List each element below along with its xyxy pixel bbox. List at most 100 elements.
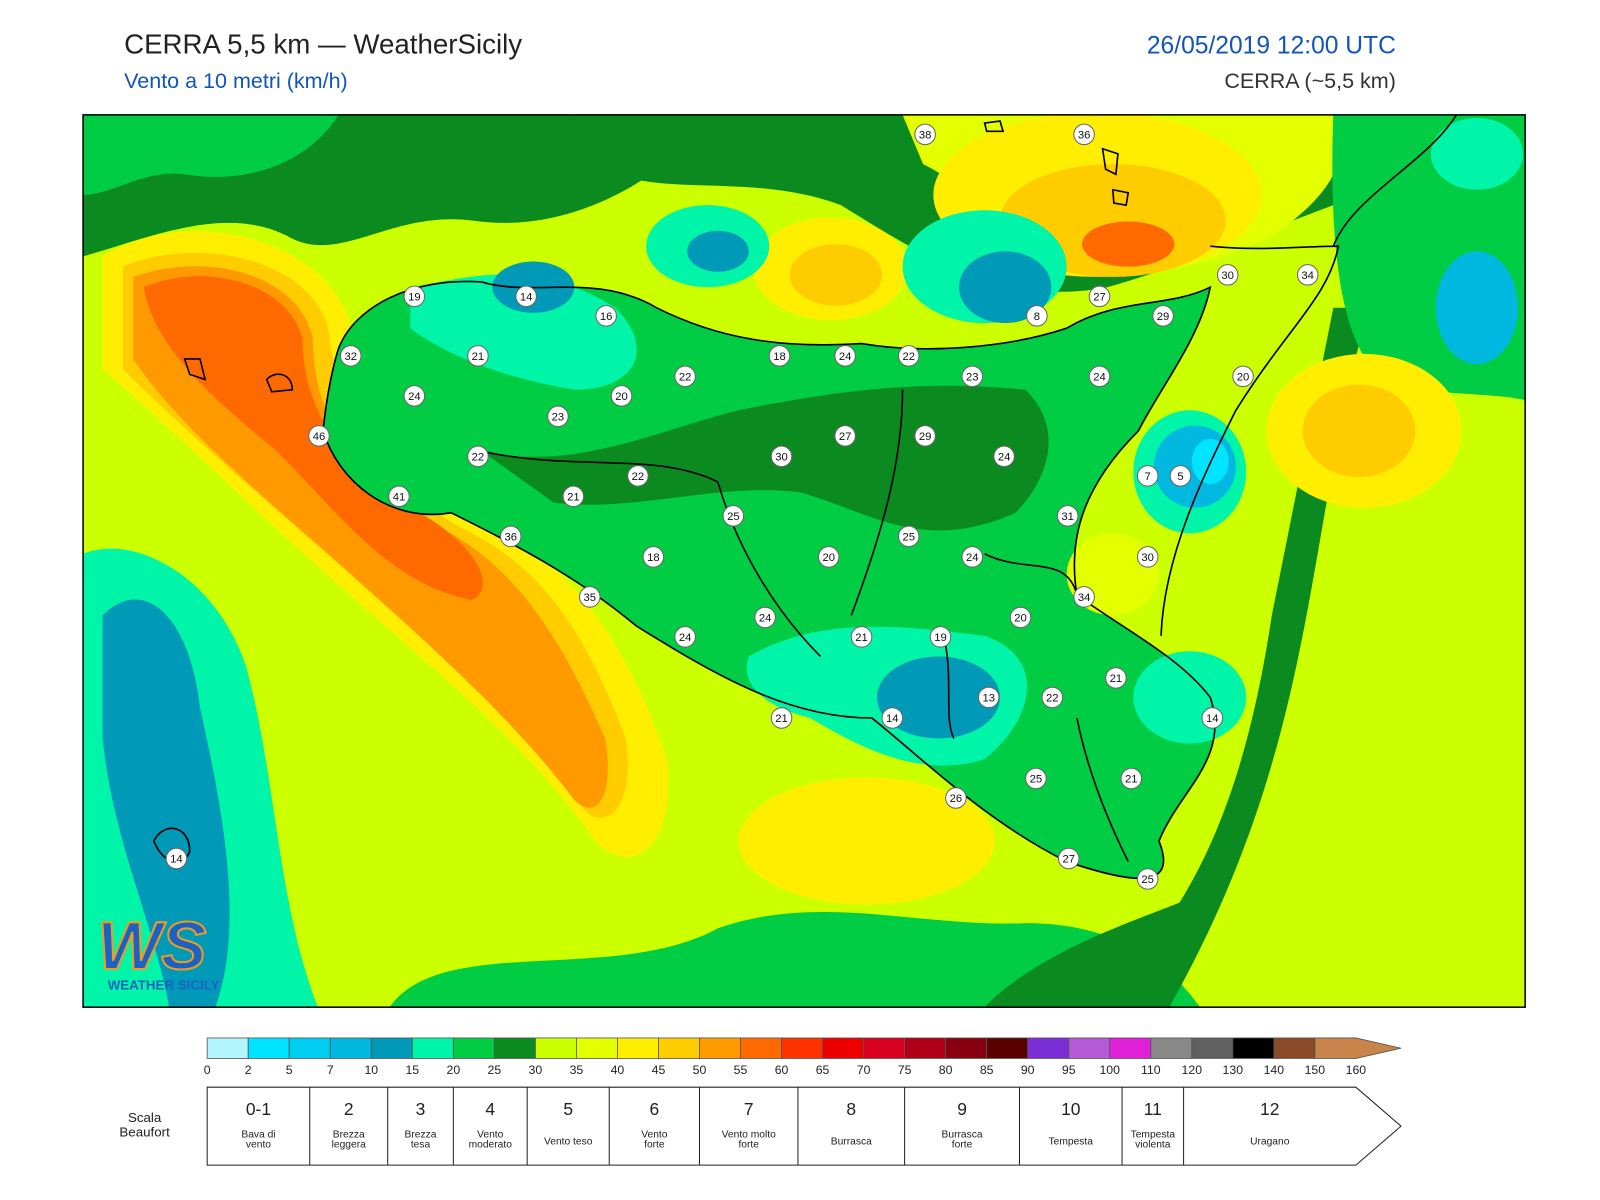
station: 24 — [834, 345, 856, 367]
colorbar-box — [1150, 1037, 1193, 1059]
colorbar-box — [329, 1037, 372, 1059]
station-value: 21 — [1110, 673, 1123, 685]
logo-mark: WS — [97, 909, 206, 984]
beaufort-description: forte — [644, 1140, 665, 1151]
station: 7 — [1136, 465, 1159, 487]
colorbar-tick-label: 120 — [1182, 1063, 1203, 1077]
station-marker — [515, 285, 537, 308]
station-value: 18 — [773, 351, 786, 363]
beaufort-force: 6 — [650, 1099, 660, 1119]
station-marker — [1073, 123, 1095, 146]
station-marker — [1296, 264, 1319, 286]
station-value: 21 — [567, 492, 580, 504]
logo: WS WEATHER SICILY — [96, 908, 219, 993]
field — [83, 114, 339, 195]
station-value: 38 — [919, 129, 932, 141]
colorbar-tick-label: 50 — [693, 1063, 707, 1077]
beaufort-description: violenta — [1135, 1140, 1171, 1151]
station-value: 20 — [1237, 372, 1250, 384]
station-value: 14 — [170, 854, 183, 866]
station-marker — [499, 525, 522, 548]
colorbar-box — [206, 1037, 249, 1059]
station-marker — [403, 285, 426, 308]
colorbar-box — [288, 1037, 331, 1059]
station-value: 29 — [919, 431, 932, 443]
station-value: 24 — [408, 391, 421, 403]
station-value: 41 — [393, 492, 406, 504]
station-value: 31 — [1061, 511, 1074, 523]
colorbar-box — [740, 1037, 782, 1059]
station-marker — [1169, 465, 1192, 487]
station: 32 — [339, 345, 362, 367]
station-value: 24 — [839, 351, 852, 363]
field — [687, 230, 749, 272]
station: 19 — [403, 285, 426, 308]
field — [958, 251, 1052, 324]
station: 36 — [499, 525, 522, 548]
beaufort-description: Burrasca — [942, 1129, 983, 1140]
station-value: 26 — [950, 793, 963, 805]
colorbar-tick-label: 75 — [898, 1063, 912, 1077]
beaufort-force: 0-1 — [246, 1099, 271, 1119]
station: 29 — [1152, 305, 1174, 327]
colorbar-tick-label: 80 — [939, 1063, 953, 1077]
station: 26 — [945, 787, 967, 809]
station-marker — [977, 686, 1000, 709]
colorbar-box — [576, 1037, 618, 1059]
map-frame — [82, 114, 1526, 1008]
station: 25 — [1025, 767, 1047, 790]
colorbar-tick-label: 100 — [1099, 1063, 1120, 1077]
station: 30 — [770, 445, 793, 468]
station-marker — [1105, 667, 1127, 689]
colorbar-tick-label: 15 — [405, 1063, 419, 1077]
colorbar-box — [452, 1037, 495, 1059]
colorbar-tick-label: 40 — [611, 1063, 625, 1077]
station-value: 22 — [472, 452, 485, 464]
station: 24 — [674, 626, 696, 648]
station-value: 25 — [1030, 774, 1043, 786]
station-marker — [610, 385, 633, 407]
colorbar-tick-label: 70 — [857, 1063, 871, 1077]
station-marker — [722, 505, 745, 527]
colorbar-tick-label: 90 — [1021, 1063, 1035, 1077]
station-marker — [897, 345, 920, 367]
station-value: 22 — [902, 351, 915, 363]
station: 25 — [1136, 868, 1159, 890]
colorbar-box — [863, 1037, 906, 1059]
station-value: 30 — [775, 452, 788, 464]
colorbar-tick-label: 110 — [1141, 1063, 1161, 1077]
colorbar-box — [1273, 1037, 1316, 1059]
station-value: 18 — [647, 552, 660, 564]
station: 22 — [627, 465, 649, 487]
station-value: 22 — [1046, 693, 1059, 705]
station-value: 36 — [1078, 129, 1091, 141]
colorbar-box — [534, 1037, 577, 1059]
subtitle: Vento a 10 metri (km/h) — [124, 69, 348, 93]
station: 22 — [897, 345, 920, 367]
field — [410, 274, 637, 390]
station-value: 27 — [1093, 292, 1106, 304]
beaufort-force: 8 — [846, 1099, 856, 1119]
station-marker — [578, 586, 601, 608]
colorbar-tick-label: 2 — [245, 1063, 252, 1077]
colorbar-box — [986, 1037, 1029, 1059]
stations: 38 36 19 14 16 32 21 27 30 34 29 8 18 24 22 22 23 24 20 24 2… — [165, 123, 1319, 890]
beaufort-description: Tempesta — [1131, 1129, 1176, 1140]
station: 25 — [722, 505, 745, 527]
station-value: 21 — [1125, 774, 1138, 786]
colorbar-box — [1191, 1037, 1234, 1059]
station: 18 — [768, 345, 791, 367]
field — [389, 912, 1200, 1008]
beaufort-description: Tempesta — [1049, 1137, 1094, 1148]
station-marker — [1056, 505, 1079, 527]
station-marker — [674, 626, 696, 648]
station: 5 — [1169, 465, 1192, 487]
province-border — [481, 389, 1129, 862]
beaufort-description: forte — [738, 1140, 759, 1151]
station-value: 32 — [345, 351, 358, 363]
colorbar-box — [904, 1037, 947, 1059]
colorbar-tick-label: 95 — [1062, 1063, 1076, 1077]
colorbar-tick-label: 20 — [446, 1063, 460, 1077]
colorbar-box — [945, 1037, 988, 1059]
station-value: 16 — [600, 311, 613, 323]
